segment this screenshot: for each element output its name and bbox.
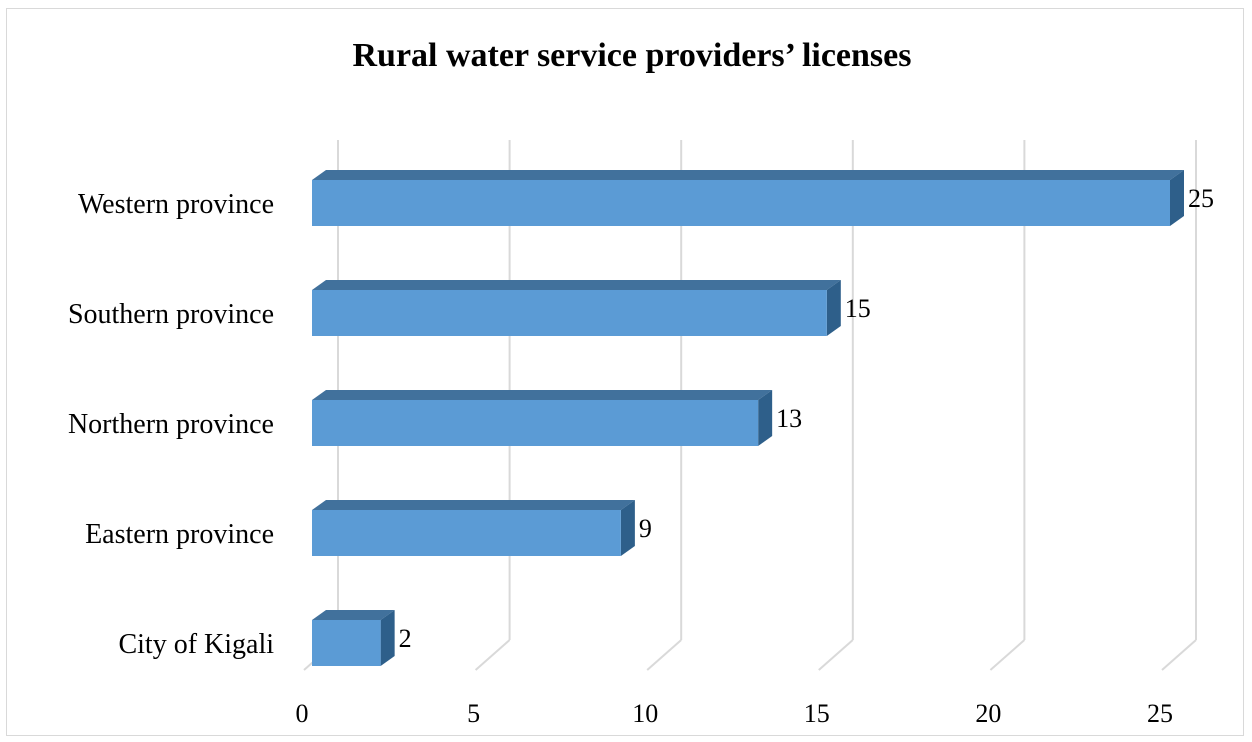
x-tick-label: 25: [1147, 699, 1173, 728]
x-tick-label: 5: [467, 699, 480, 728]
x-tick-label: 15: [804, 699, 830, 728]
bar-side-face: [826, 280, 841, 336]
x-axis-tick-labels: 0 5 10 15 20 25: [296, 699, 1174, 728]
bar-top-face: [312, 170, 1184, 180]
bar-side-face: [1170, 170, 1184, 226]
category-label: Eastern province: [85, 519, 274, 550]
bar: [312, 620, 381, 666]
category-label: Southern province: [68, 299, 274, 330]
gridline-floor-25: [1161, 639, 1197, 671]
gridline-floor-20: [989, 639, 1026, 671]
x-tick-label: 10: [632, 699, 658, 728]
gridline-floor-10: [646, 639, 682, 671]
bar-side-face: [758, 390, 773, 446]
bars: [312, 170, 1184, 666]
bar-top-face: [312, 280, 841, 290]
x-tick-label: 20: [975, 699, 1001, 728]
data-label: 25: [1188, 184, 1214, 213]
bar-side-face: [380, 610, 395, 666]
gridline-floor-15: [818, 639, 854, 671]
category-label: Northern province: [68, 409, 274, 440]
category-label: Western province: [78, 189, 274, 220]
bar: [312, 290, 827, 336]
data-label: 15: [845, 294, 871, 323]
data-label: 9: [639, 514, 652, 543]
gridline-floor-5: [474, 639, 511, 671]
bar-top-face: [312, 500, 635, 510]
chart-frame: [6, 8, 1244, 736]
bar: [312, 400, 759, 446]
category-labels: Western province Southern province Norther…: [68, 189, 274, 660]
chart-title: Rural water service providers’ licenses: [353, 37, 912, 74]
x-tick-label: 0: [296, 699, 309, 728]
bar-side-face: [620, 500, 635, 556]
data-labels: 25 15 13 9 2: [399, 184, 1214, 653]
bar-top-face: [312, 390, 773, 400]
bar: [312, 510, 621, 556]
category-label: City of Kigali: [118, 629, 274, 660]
bar-top-face: [312, 610, 395, 620]
bar: [312, 180, 1170, 226]
data-label: 2: [399, 624, 412, 653]
data-label: 13: [776, 404, 802, 433]
